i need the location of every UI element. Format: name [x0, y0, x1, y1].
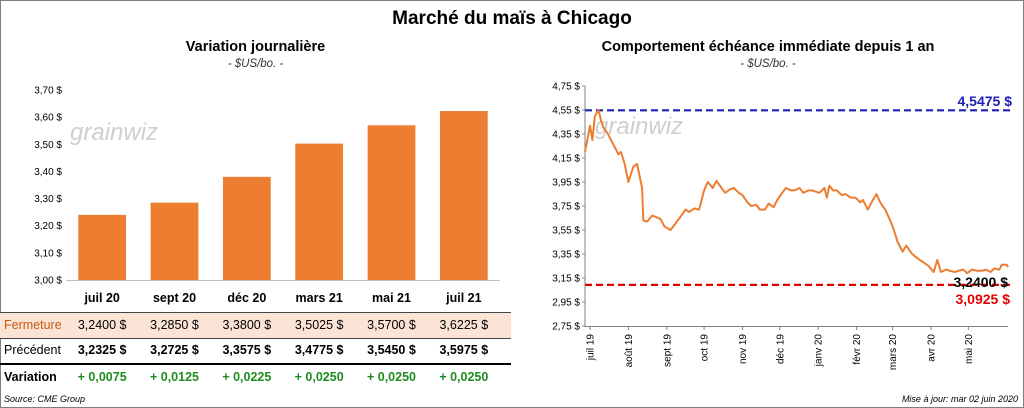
table-cell: 3,2400 $ — [77, 318, 127, 332]
table-cell: 3,3800 $ — [222, 318, 272, 332]
y-tick-label: 3,75 $ — [552, 202, 580, 213]
table-cell: 3,3575 $ — [222, 343, 272, 357]
row-label: Fermeture — [4, 318, 62, 332]
bar — [150, 202, 199, 280]
line-chart: grainwiz 2,75 $2,95 $3,15 $3,35 $3,55 $3… — [552, 82, 1013, 371]
table-row-fermeture: Fermeture 3,2400 $ 3,2850 $ 3,3800 $ 3,5025… — [0, 312, 511, 339]
x-tick-label: oct 19 — [700, 334, 711, 362]
x-tick-label: nov 19 — [738, 334, 749, 364]
x-tick-label: févr 20 — [852, 334, 863, 365]
table-cell: + 0,0250 — [294, 370, 344, 384]
table-cell: 3,5025 $ — [294, 318, 344, 332]
y-tick-label: 4,35 $ — [552, 130, 580, 141]
table-cell: 3,6225 $ — [439, 318, 489, 332]
last-value-label: 3,2400 $ — [954, 274, 1009, 290]
bar — [78, 214, 127, 280]
y-tick-label: 2,75 $ — [552, 322, 580, 333]
y-tick-label: 3,00 $ — [34, 276, 62, 287]
left-chart-unit: - $US/bo. - — [227, 58, 284, 70]
table-cell: 3,2850 $ — [150, 318, 199, 332]
bar-chart: grainwiz 3,00 $ 3,10 $ 3,20 $ 3,30 $ 3,40 $ 3… — [34, 86, 500, 305]
watermark-text: grainwiz — [70, 119, 158, 146]
x-tick-label: mars 21 — [296, 291, 343, 305]
x-tick-label: mai 20 — [964, 334, 975, 364]
right-chart-title: Comportement échéance immédiate depuis 1… — [601, 39, 935, 55]
x-tick-label: mars 20 — [888, 334, 899, 371]
y-tick-label: 3,60 $ — [34, 113, 62, 124]
y-tick-label: 3,35 $ — [552, 250, 580, 261]
table-row-variation: Variation + 0,0075 + 0,0125 + 0,0225 + 0,02… — [0, 365, 511, 390]
table-cell: 3,4775 $ — [294, 343, 344, 357]
y-tick-label: 3,15 $ — [552, 274, 580, 285]
y-tick-label: 3,55 $ — [552, 226, 580, 237]
table-row-precedent: Précédent 3,2325 $ 3,2725 $ 3,3575 $ 3,4775… — [0, 338, 511, 365]
source-note: Source: CME Group — [4, 394, 86, 404]
x-tick-label: déc 20 — [227, 291, 266, 305]
y-tick-label: 4,75 $ — [552, 82, 580, 93]
price-series-line — [584, 109, 1009, 275]
update-note: Mise à jour: mar 02 juin 2020 — [901, 394, 1018, 404]
x-tick-label: avr 20 — [927, 334, 938, 362]
table-cell: 3,5975 $ — [439, 343, 489, 357]
x-tick-label: juil 20 — [83, 291, 119, 305]
x-tick-label: août 19 — [624, 334, 635, 368]
x-tick-label: sept 20 — [153, 291, 196, 305]
x-tick-label: janv 20 — [814, 334, 825, 368]
bar — [439, 111, 488, 281]
y-tick-label: 2,95 $ — [552, 298, 580, 309]
table-cell: + 0,0125 — [149, 370, 199, 384]
y-tick-label: 3,30 $ — [34, 194, 62, 205]
watermark-logo: grainwiz — [70, 119, 158, 146]
bar — [222, 176, 271, 280]
table-cell: 3,5700 $ — [367, 318, 416, 332]
row-label: Précédent — [4, 343, 61, 357]
y-tick-label: 3,95 $ — [552, 178, 580, 189]
y-tick-label: 3,10 $ — [34, 248, 62, 259]
table-cell: + 0,0225 — [222, 370, 272, 384]
table-cell: 3,2725 $ — [150, 343, 199, 357]
y-tick-label: 4,15 $ — [552, 154, 580, 165]
x-tick-label: déc 19 — [775, 334, 786, 364]
table-cell: + 0,0250 — [439, 370, 489, 384]
row-label: Variation — [4, 370, 57, 384]
y-tick-label: 3,40 $ — [34, 167, 62, 178]
right-chart-unit: - $US/bo. - — [740, 58, 796, 70]
table-cell: + 0,0250 — [366, 370, 416, 384]
page-title: Marché du maïs à Chicago — [392, 8, 632, 29]
bar — [295, 143, 344, 280]
table-cell: + 0,0075 — [77, 370, 127, 384]
x-tick-label: juil 19 — [585, 334, 596, 362]
x-tick-label: mai 21 — [372, 291, 411, 305]
x-tick-label: sept 19 — [662, 334, 673, 367]
table-cell: 3,2325 $ — [77, 343, 127, 357]
y-tick-label: 3,20 $ — [34, 221, 62, 232]
high-value-label: 4,5475 $ — [958, 93, 1013, 109]
left-chart-title: Variation journalière — [185, 39, 326, 55]
y-tick-label: 3,70 $ — [34, 86, 62, 97]
bar — [367, 125, 416, 281]
y-tick-label: 3,50 $ — [34, 140, 62, 151]
low-value-label: 3,0925 $ — [956, 291, 1011, 307]
y-tick-label: 4,55 $ — [552, 106, 580, 117]
table-cell: 3,5450 $ — [367, 343, 416, 357]
x-tick-label: juil 21 — [445, 291, 481, 305]
